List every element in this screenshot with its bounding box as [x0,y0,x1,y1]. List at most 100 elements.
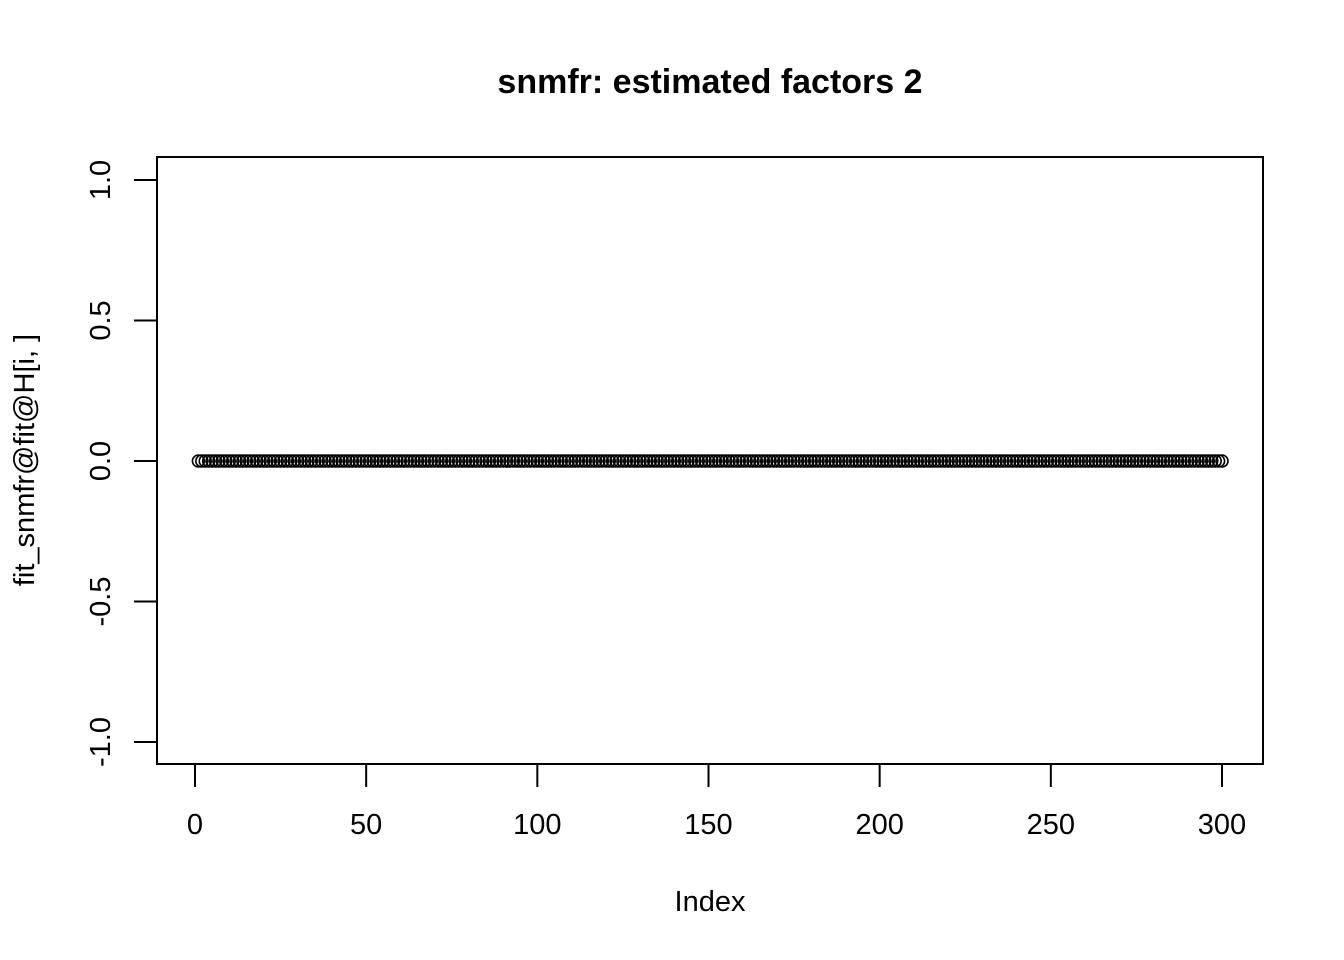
data-point [287,454,302,468]
data-point [756,454,771,468]
data-point [821,454,836,468]
data-point [201,454,216,468]
data-point [561,454,575,468]
data-point [232,454,247,468]
data-point [1037,454,1051,468]
data-point [571,454,586,468]
data-point [1050,454,1065,468]
data-point [225,454,240,468]
data-point [598,454,613,468]
data-point [889,454,904,468]
data-point [913,454,928,468]
data-point [1078,454,1092,468]
y-tick-label: 0.0 [85,441,117,481]
data-point [804,454,819,468]
data-point [1204,454,1219,468]
data-point [486,454,500,468]
data-point [308,454,322,468]
data-point [1081,454,1096,468]
data-point [931,454,945,468]
data-point [284,454,298,468]
data-point [978,454,993,468]
data-point [664,454,678,468]
data-point [393,454,408,468]
data-point [407,454,421,468]
data-point [985,454,1000,468]
data-point [729,454,743,468]
data-point [1136,454,1151,468]
data-point [992,454,1007,468]
data-point [366,454,380,468]
data-point [722,454,736,468]
data-point [948,454,962,468]
data-point [920,454,935,468]
data-point [208,454,223,468]
data-point [831,454,846,468]
data-point [855,454,870,468]
data-point [537,454,551,468]
data-point [643,454,658,468]
data-point [369,454,384,468]
data-point [1180,454,1195,468]
data-point [694,454,709,468]
data-point [616,454,630,468]
data-point [544,454,558,468]
data-point [335,454,350,468]
data-point [698,454,712,468]
y-tick-label: 0.5 [85,300,117,340]
data-point [1157,454,1171,468]
data-point [907,454,921,468]
data-point [629,454,644,468]
data-point [711,454,726,468]
y-tick-label: -1.0 [85,717,117,767]
data-point [1009,454,1024,468]
data-point [1129,454,1144,468]
data-point [1119,454,1133,468]
data-point [660,454,675,468]
data-point [640,454,654,468]
data-point [845,454,860,468]
data-point [191,454,206,468]
data-point [838,454,853,468]
data-point [818,454,832,468]
data-point [934,454,949,468]
data-point [1085,454,1099,468]
data-point [763,454,777,468]
data-point [222,454,237,468]
data-point [503,454,517,468]
data-point [297,454,312,468]
x-tick-label: 0 [187,809,203,841]
data-point [321,454,336,468]
data-point [1061,454,1075,468]
data-point [777,454,791,468]
data-point [944,454,959,468]
data-point [770,454,784,468]
data-point [1002,454,1017,468]
data-point [273,454,288,468]
data-point [1153,454,1168,468]
data-point [688,454,702,468]
data-point [195,454,209,468]
data-point [848,454,863,468]
data-point [1033,454,1048,468]
data-point [410,454,425,468]
data-point [588,454,603,468]
data-point [1016,454,1031,468]
data-point [290,454,305,468]
data-point [862,454,877,468]
data-point [1071,454,1086,468]
data-point [924,454,938,468]
data-point [715,454,729,468]
data-point [198,454,213,468]
data-point [530,454,545,468]
data-point [787,454,801,468]
data-point [338,454,353,468]
data-point [1150,454,1164,468]
data-point [523,454,538,468]
data-point [1088,454,1103,468]
x-tick-label: 100 [513,809,561,841]
data-point [1023,454,1038,468]
data-point [705,454,719,468]
data-point [578,454,593,468]
data-point [619,454,634,468]
